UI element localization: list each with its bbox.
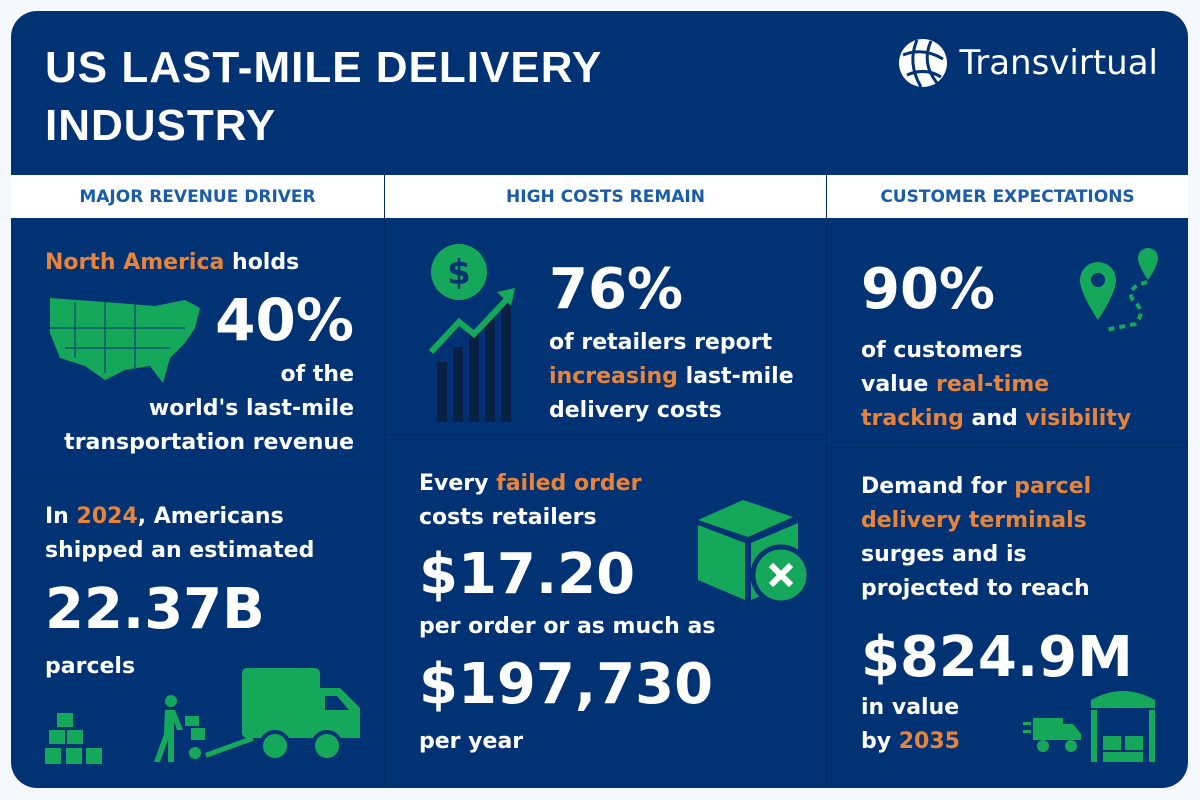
stat-value: 90% [861,257,996,322]
svg-text:$: $ [447,253,471,293]
stat-value: $824.9M [861,625,1133,690]
page-title: US LAST-MILE DELIVERY INDUSTRY [45,39,602,155]
text: In [45,504,77,529]
delivery-truck-icon [45,668,360,764]
brand-logo: Transvirtual [897,37,1158,89]
stat-costs: $ 76% of retailers report increasing last… [385,218,827,435]
column-header: HIGH COSTS REMAIN [385,175,827,218]
text: shipped an estimated [45,538,315,563]
brand-name: Transvirtual [959,43,1158,83]
highlight: 2035 [898,729,960,754]
text: and [963,406,1026,431]
stat-tracking: 90% of customers value real-time tracking … [827,218,1188,448]
failed-package-icon [698,500,812,605]
text: per order or as much as [419,614,716,639]
stat-value: $17.20 [419,542,636,607]
text: world's last-mile [148,396,354,421]
text: delivery costs [549,398,722,423]
text: holds [224,250,300,275]
route-pin-icon [1080,248,1158,332]
highlight: 2024 [76,504,138,529]
stat-terminals: Demand for parcel delivery terminals surge… [827,448,1188,788]
text: parcels [45,654,136,679]
stat-value: $197,730 [419,652,714,717]
text: value [861,372,936,397]
highlight: failed order [496,471,642,496]
stat-value: 76% [549,257,684,322]
highlight: increasing [549,364,678,389]
stat-north-america: North America holds 40% of the world's la… [11,218,385,478]
text: transportation revenue [64,430,354,455]
stat-parcels: In 2024, Americans shipped an estimated 2… [11,478,385,788]
text: projected to reach [861,576,1090,601]
rising-costs-icon: $ [429,244,515,422]
stat-value: 40% [215,286,354,354]
text: Every [419,471,497,496]
text: costs retailers [419,505,597,530]
highlight: tracking [861,406,964,431]
text: of retailers report [549,330,773,355]
stat-value: 22.37B [45,577,265,642]
text: in value [861,695,960,720]
highlight: visibility [1025,406,1132,431]
text: Demand for [861,474,1015,499]
text: of customers [861,338,1023,363]
stat-failed-order: Every failed order costs retailers $17.20… [385,435,827,788]
text: by [861,729,899,754]
text: surges and is [861,542,1027,567]
column-header: MAJOR REVENUE DRIVER [11,175,385,218]
column-header: CUSTOMER EXPECTATIONS [827,175,1188,218]
infographic-card: US LAST-MILE DELIVERY INDUSTRY Transvirtu… [11,11,1188,788]
highlight: parcel [1014,474,1092,499]
highlight: real-time [935,372,1050,397]
us-map-icon [50,298,200,383]
highlight: delivery terminals [861,508,1087,533]
text: , Americans [137,504,284,529]
text: per year [419,729,524,754]
highlight: North America [45,250,225,275]
text: last-mile [677,364,794,389]
globe-icon [899,39,948,88]
title-line: INDUSTRY [45,101,277,150]
title-line: US LAST-MILE DELIVERY [45,43,603,92]
text: of the [280,362,354,387]
parcel-terminal-icon [1023,691,1155,762]
